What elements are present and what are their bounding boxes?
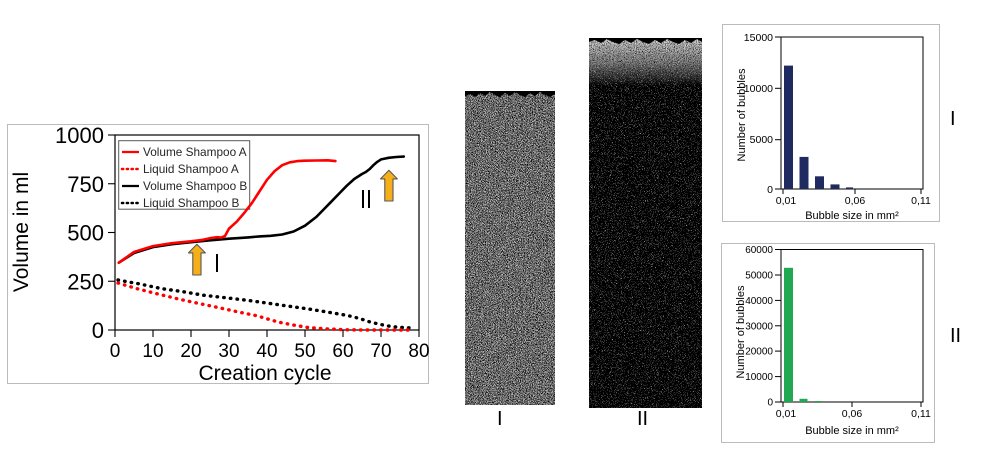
svg-text:Bubble size in mm²: Bubble size in mm² <box>805 425 899 437</box>
svg-text:0: 0 <box>92 318 104 343</box>
svg-text:0,11: 0,11 <box>911 195 931 207</box>
svg-text:70: 70 <box>370 341 391 362</box>
svg-text:0,11: 0,11 <box>911 408 931 420</box>
svg-text:1000: 1000 <box>55 123 104 148</box>
svg-text:0,06: 0,06 <box>845 195 866 207</box>
svg-text:30: 30 <box>218 341 239 362</box>
svg-text:10000: 10000 <box>744 83 773 95</box>
svg-text:50000: 50000 <box>745 271 773 282</box>
svg-text:15000: 15000 <box>744 32 773 44</box>
svg-text:250: 250 <box>67 269 104 294</box>
svg-text:5000: 5000 <box>750 134 774 146</box>
svg-text:Creation cycle: Creation cycle <box>198 362 331 385</box>
svg-text:10000: 10000 <box>745 372 773 383</box>
svg-text:40000: 40000 <box>745 296 773 307</box>
svg-text:0,01: 0,01 <box>776 195 797 207</box>
svg-text:Volume Shampoo A: Volume Shampoo A <box>143 145 247 159</box>
svg-text:40: 40 <box>256 341 277 362</box>
svg-text:10: 10 <box>142 341 163 362</box>
svg-text:0,01: 0,01 <box>776 408 797 420</box>
svg-text:Volume Shampoo B: Volume Shampoo B <box>143 179 247 193</box>
svg-text:60: 60 <box>332 341 353 362</box>
svg-text:500: 500 <box>67 221 104 246</box>
svg-text:Number of bubbles: Number of bubbles <box>735 285 747 378</box>
svg-text:60000: 60000 <box>745 245 773 256</box>
svg-text:Liquid Shampoo B: Liquid Shampoo B <box>143 196 240 210</box>
svg-text:20000: 20000 <box>745 347 773 358</box>
svg-text:30000: 30000 <box>745 321 773 332</box>
svg-text:80: 80 <box>408 341 429 362</box>
svg-text:Volume in ml: Volume in ml <box>10 172 33 292</box>
svg-text:0: 0 <box>110 341 121 362</box>
svg-text:Bubble size in mm²: Bubble size in mm² <box>805 210 899 222</box>
svg-text:Number of bubbles: Number of bubbles <box>736 68 748 161</box>
svg-text:0: 0 <box>767 398 773 409</box>
svg-text:20: 20 <box>180 341 201 362</box>
svg-text:0,06: 0,06 <box>842 408 863 420</box>
svg-text:0: 0 <box>767 184 773 196</box>
svg-text:Liquid Shampoo A: Liquid Shampoo A <box>143 162 239 176</box>
svg-text:50: 50 <box>294 341 315 362</box>
svg-text:750: 750 <box>67 172 104 197</box>
